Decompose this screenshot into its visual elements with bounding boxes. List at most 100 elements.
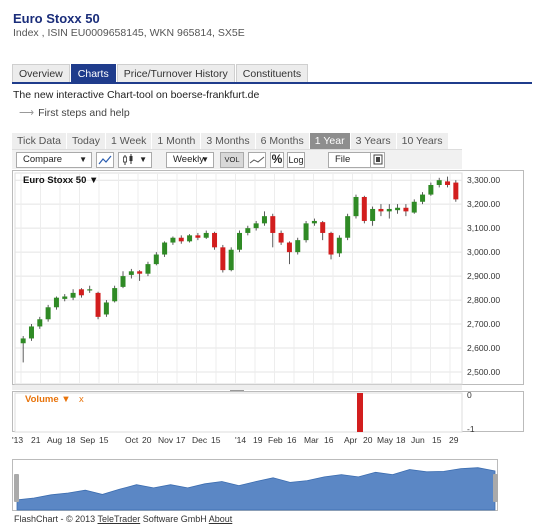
- panel-splitter[interactable]: [12, 385, 462, 393]
- candle: [195, 235, 201, 238]
- volume-bar: [357, 393, 363, 432]
- range-10-years[interactable]: 10 Years: [396, 133, 448, 149]
- candle: [45, 307, 51, 320]
- candle: [228, 249, 234, 271]
- volume-chart: Volume ▼ x 0 -1: [14, 390, 475, 434]
- arrow-right-icon: ⟶: [19, 107, 35, 119]
- plot-area: [14, 172, 463, 385]
- candle: [28, 326, 34, 339]
- percent-button[interactable]: %: [270, 152, 284, 168]
- candlestick-icon: [123, 154, 133, 165]
- candle: [245, 228, 251, 233]
- fullscreen-button[interactable]: [370, 152, 385, 168]
- range-3-months[interactable]: 3 Months: [201, 133, 255, 149]
- candle: [403, 207, 409, 212]
- candle: [270, 216, 276, 233]
- y-tick-label: 3,000.00: [467, 247, 500, 257]
- date-axis: '13 21 Aug 18 Sep 15 Oct 20 Nov 17 Dec 15'14 19 Feb 16…: [12, 433, 462, 447]
- file-menu-button[interactable]: File: [328, 152, 374, 168]
- page-title: Euro Stoxx 50: [13, 11, 100, 26]
- interval-select[interactable]: Weekly ▼: [166, 152, 214, 168]
- range-1-week[interactable]: 1 Week: [106, 133, 152, 149]
- y-tick-label: 3,100.00: [467, 223, 500, 233]
- indicator-icon: [98, 155, 112, 165]
- range-today[interactable]: Today: [66, 133, 105, 149]
- navigator-left-handle: [14, 474, 19, 502]
- first-steps-link[interactable]: ⟶ First steps and help: [19, 107, 130, 119]
- expand-icon: [373, 154, 382, 165]
- candle: [62, 296, 68, 299]
- x-tick-label: 18: [396, 435, 406, 445]
- chevron-down-icon: ▼: [139, 155, 147, 164]
- candle: [70, 292, 76, 298]
- candle: [336, 237, 342, 254]
- x-tick-label: 21: [31, 435, 41, 445]
- instrument-subtitle: Index , ISIN EU0009658145, WKN 965814, S…: [13, 27, 245, 39]
- x-tick-label: 20: [363, 435, 373, 445]
- x-tick-label: 29: [449, 435, 459, 445]
- candle: [303, 223, 309, 241]
- candle: [103, 302, 109, 315]
- candle: [436, 180, 442, 185]
- candle: [286, 242, 292, 253]
- volume-panel[interactable]: Volume ▼ x 0 -1: [12, 390, 524, 434]
- about-link[interactable]: About: [208, 514, 233, 524]
- trendline-icon: [249, 156, 265, 164]
- range-3-years[interactable]: 3 Years: [350, 133, 396, 149]
- x-tick-label: 17: [176, 435, 186, 445]
- tab-overview[interactable]: Overview: [12, 64, 70, 83]
- x-tick-label: Apr: [344, 435, 357, 445]
- x-tick-label: 16: [287, 435, 297, 445]
- indicators-button[interactable]: [96, 152, 114, 168]
- candle: [411, 201, 417, 213]
- candle: [37, 319, 43, 327]
- candle: [53, 297, 59, 308]
- y-tick-label: 2,500.00: [467, 367, 500, 377]
- price-chart-panel[interactable]: 3,300.00 3,200.00 3,100.00 3,000.00 2,900.00…: [12, 170, 524, 385]
- navigator-chart: [14, 467, 498, 511]
- x-tick-label: '13: [12, 435, 23, 445]
- y-tick-label: 2,800.00: [467, 295, 500, 305]
- candle: [112, 288, 118, 302]
- volume-toggle-button[interactable]: VOL: [220, 152, 244, 168]
- compare-select[interactable]: Compare ▼: [16, 152, 92, 168]
- candle: [153, 254, 159, 265]
- candle: [95, 292, 101, 317]
- x-tick-label: 18: [66, 435, 76, 445]
- y-tick-label: 2,900.00: [467, 271, 500, 281]
- tab-charts[interactable]: Charts: [70, 64, 116, 83]
- range-1-month[interactable]: 1 Month: [152, 133, 201, 149]
- first-steps-label: First steps and help: [38, 107, 130, 119]
- range-tick-data[interactable]: Tick Data: [12, 133, 66, 149]
- candle: [162, 242, 168, 255]
- candle: [237, 232, 242, 250]
- time-range-bar: Tick Data Today 1 Week 1 Month 3 Months …: [12, 133, 449, 149]
- tabs-underline: [12, 82, 532, 84]
- navigator-panel[interactable]: [12, 459, 498, 511]
- range-6-months[interactable]: 6 Months: [255, 133, 309, 149]
- x-tick-label: Aug: [47, 435, 62, 445]
- x-tick-label: Oct: [125, 435, 139, 445]
- x-tick-label: Sep: [80, 435, 95, 445]
- tab-constituents[interactable]: Constituents: [235, 64, 309, 83]
- x-tick-label: 19: [253, 435, 263, 445]
- chart-toolbar: Compare ▼ ▼ Weekly ▼ VOL % Log File: [12, 149, 462, 169]
- candle: [170, 237, 176, 243]
- teletrader-link[interactable]: TeleTrader: [97, 514, 141, 524]
- candle: [137, 271, 143, 274]
- log-scale-button[interactable]: Log: [287, 152, 305, 168]
- chart-title: Euro Stoxx 50 ▼: [23, 175, 98, 186]
- range-1-year[interactable]: 1 Year: [309, 133, 350, 149]
- candle: [20, 338, 26, 344]
- drawing-tools-button[interactable]: [248, 152, 266, 168]
- candle: [428, 184, 434, 195]
- candle: [420, 194, 426, 202]
- candle: [278, 232, 284, 243]
- x-tick-label: May: [377, 435, 394, 445]
- candle: [353, 196, 359, 217]
- chart-type-select[interactable]: ▼: [118, 152, 152, 168]
- y-tick-label: 2,700.00: [467, 319, 500, 329]
- candle: [253, 223, 259, 229]
- tab-price-turnover-history[interactable]: Price/Turnover History: [116, 64, 235, 83]
- log-scale-label: Log: [288, 155, 304, 165]
